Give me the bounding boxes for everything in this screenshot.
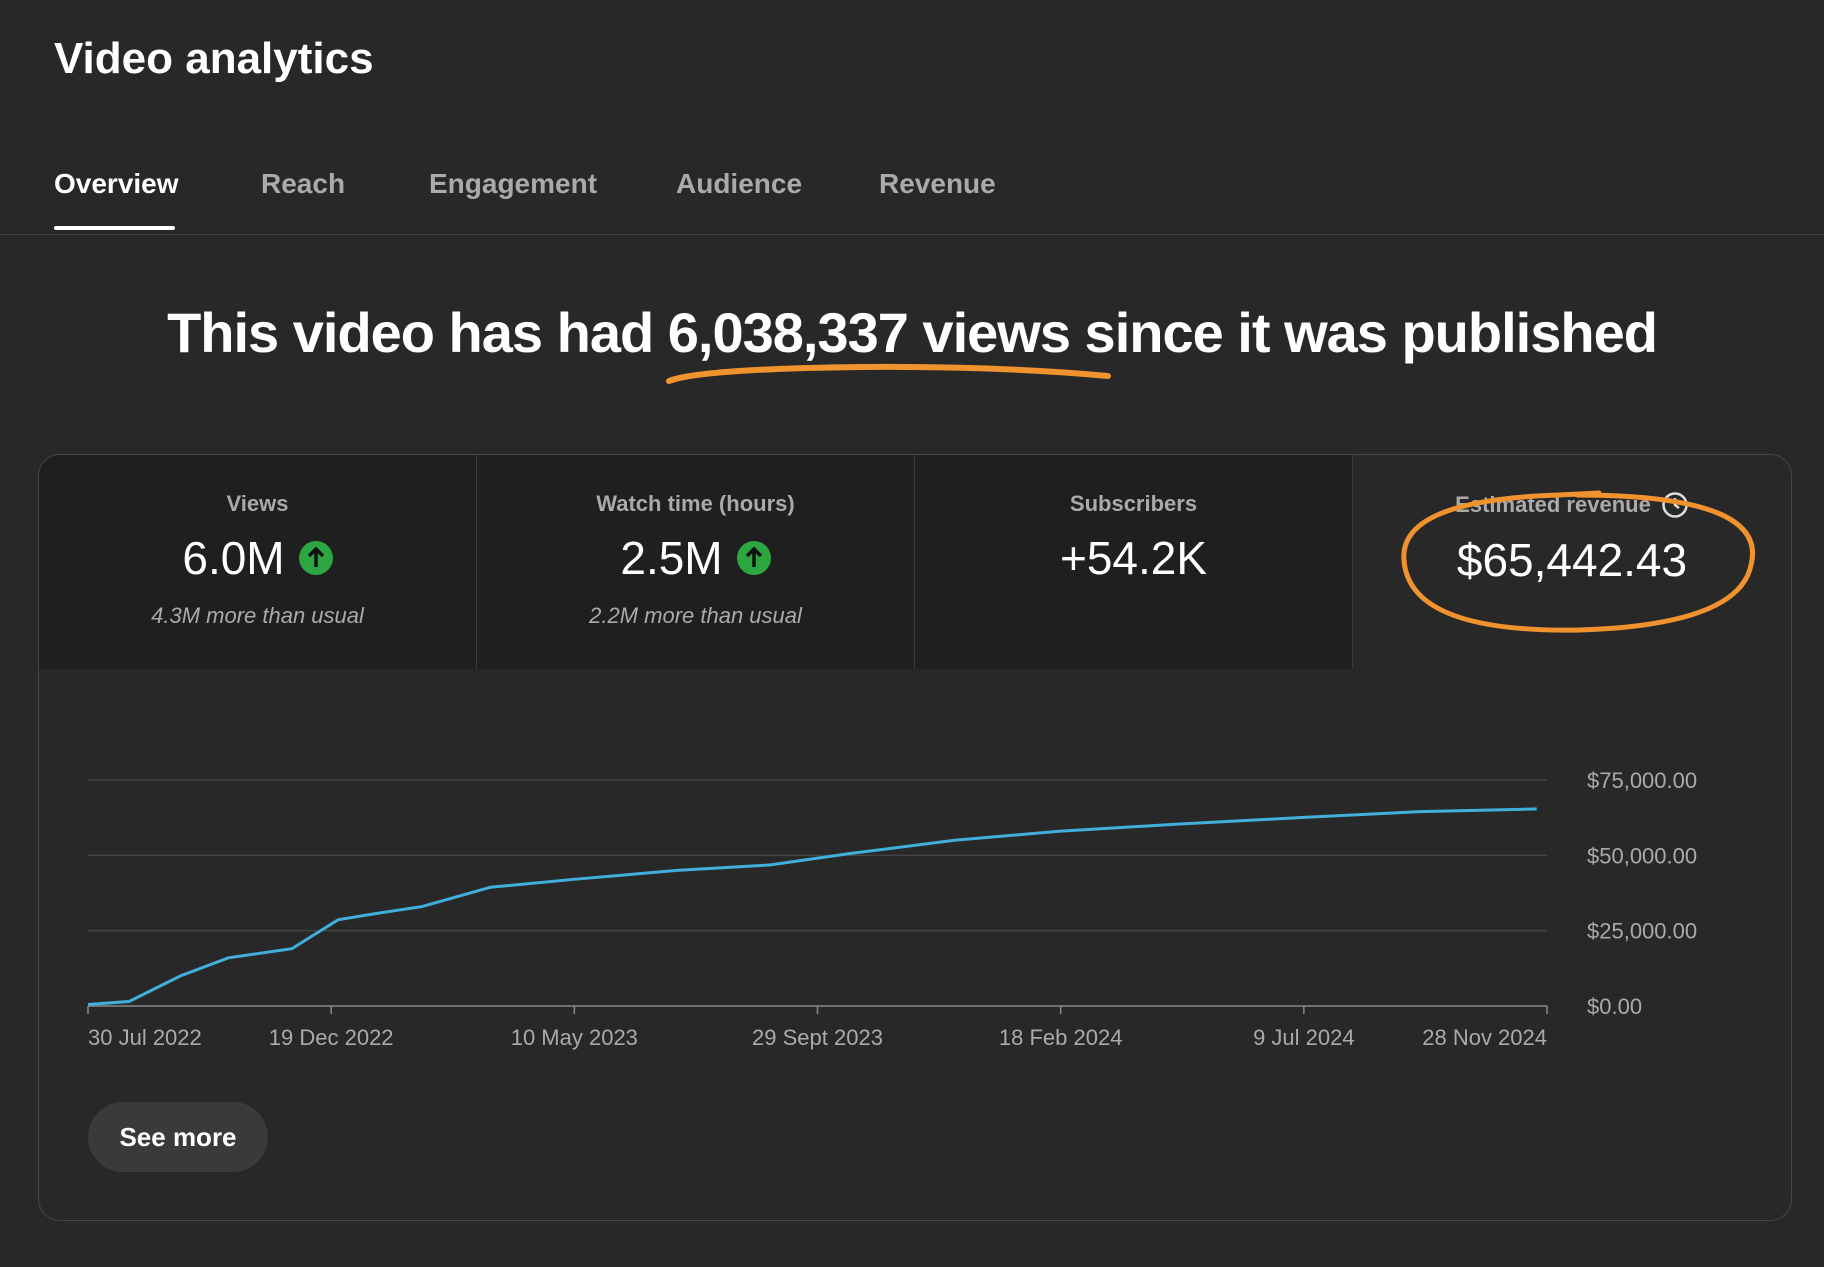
metric-label: Views (226, 491, 289, 516)
metric-tile[interactable]: Subscribers +54.2K (915, 455, 1353, 669)
x-tick-label: 18 Feb 2024 (999, 1025, 1123, 1050)
metric-note: 2.2M more than usual (589, 603, 802, 628)
metric-value: +54.2K (1059, 532, 1208, 584)
x-tick-label: 9 Jul 2024 (1253, 1025, 1355, 1050)
x-tick-label: 30 Jul 2022 (88, 1025, 202, 1050)
metric-tile[interactable]: Views 6.0M 4.3M more than usual (39, 455, 477, 669)
analytics-card: Views 6.0M 4.3M more than usual Watch ti… (38, 454, 1792, 1221)
x-tick-label: 28 Nov 2024 (1422, 1025, 1547, 1050)
headline-text: This video has had (167, 301, 668, 364)
tab[interactable]: Reach (261, 168, 346, 199)
up-icon (298, 541, 333, 575)
metric-note: 4.3M more than usual (151, 603, 364, 628)
metric-value-row: 2.5M (620, 531, 771, 585)
up-icon (736, 541, 771, 575)
x-tick-label: 10 May 2023 (511, 1025, 638, 1050)
tab[interactable]: Revenue (879, 168, 996, 199)
revenue-line (87, 807, 1537, 1006)
headline-text: since it was published (1069, 301, 1658, 364)
metric-value-row: 6.0M (182, 531, 333, 585)
metric-label: Subscribers (1069, 491, 1198, 516)
x-tick-label: 19 Dec 2022 (269, 1025, 394, 1050)
divider (0, 234, 1824, 235)
metric-value: 2.5M (620, 532, 723, 584)
chart: $0.00 $25,000.00 $50,000.00 $75,000.00 30 Ju… (87, 768, 1697, 1050)
page-title: Video analytics (54, 34, 374, 83)
tab[interactable]: Overview (54, 168, 179, 199)
headline: This video has had 6,038,337 views since… (0, 300, 1824, 365)
metric-value: 6.0M (182, 532, 285, 584)
y-tick-label: $25,000.00 (1587, 919, 1697, 944)
underline-annotation (666, 363, 1111, 384)
tab-indicator (54, 226, 175, 230)
see-more-button[interactable]: See more (88, 1102, 268, 1172)
x-tick-label: 29 Sept 2023 (752, 1025, 883, 1050)
y-tick-label: $75,000.00 (1587, 768, 1697, 793)
tab[interactable]: Audience (676, 168, 803, 199)
y-tick-label: $0.00 (1587, 994, 1642, 1019)
metric-label: Watch time (hours) (596, 491, 795, 516)
headline-highlight: 6,038,337 views (667, 301, 1071, 364)
metric-tile[interactable]: Watch time (hours) 2.5M 2.2M more than u… (477, 455, 915, 669)
y-tick-label: $50,000.00 (1587, 843, 1697, 868)
tab[interactable]: Engagement (429, 168, 598, 199)
